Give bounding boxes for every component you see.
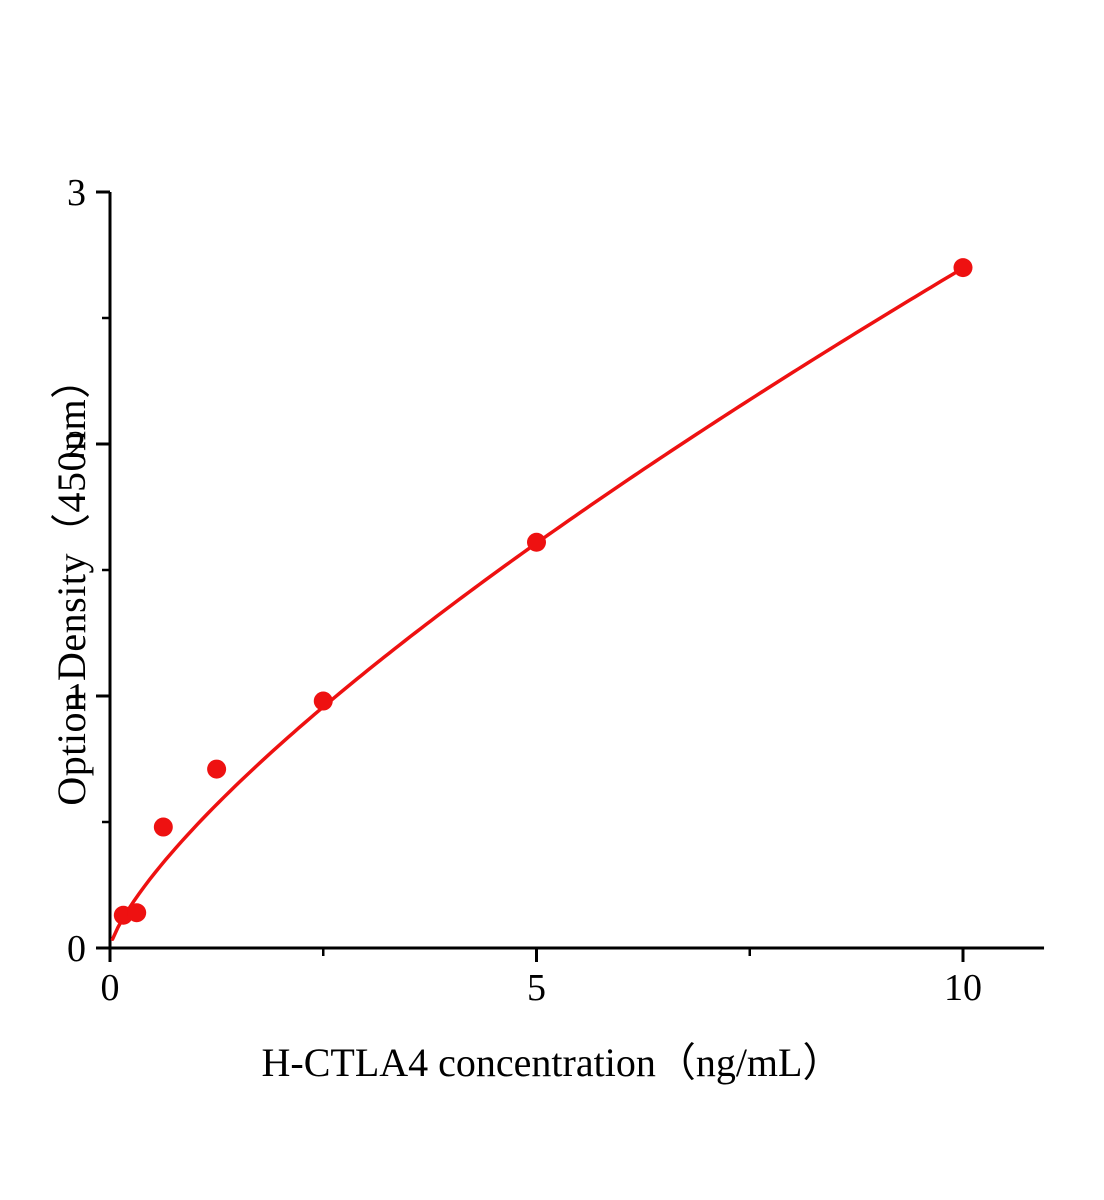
data-point <box>527 532 546 552</box>
fit-curve <box>110 266 965 941</box>
y-tick-label: 0 <box>67 928 86 970</box>
y-tick-label: 1 <box>67 676 86 718</box>
x-tick-label: 5 <box>527 967 546 1009</box>
x-axis-label: H-CTLA4 concentration（ng/mL） <box>261 1040 843 1085</box>
x-tick-label: 10 <box>944 967 982 1009</box>
data-point <box>207 759 227 779</box>
data-point <box>127 903 147 923</box>
data-point <box>153 817 173 837</box>
x-tick-label: 0 <box>101 967 120 1009</box>
y-tick-label: 3 <box>67 172 86 214</box>
y-tick-label: 2 <box>67 424 86 466</box>
data-point <box>953 258 973 278</box>
y-axis-label: Option Density（450nm） <box>49 358 94 806</box>
data-point <box>313 691 333 711</box>
